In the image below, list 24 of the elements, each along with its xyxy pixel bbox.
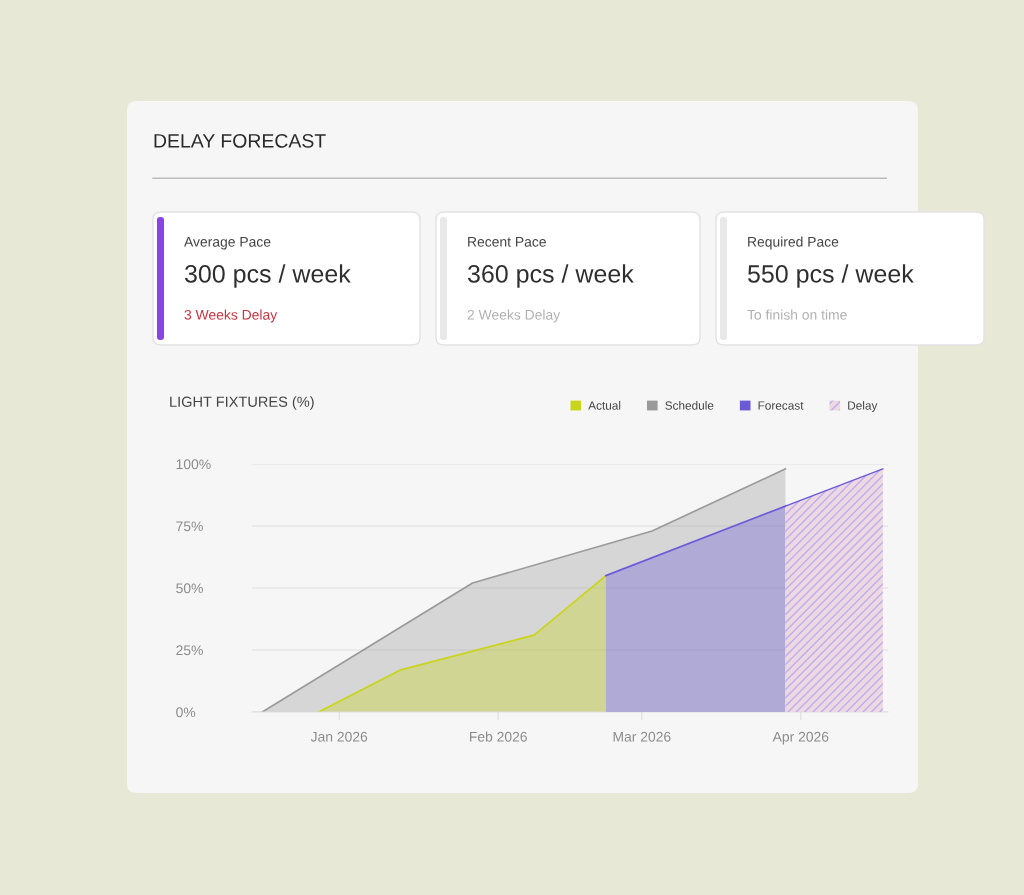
x-tick-label: Feb 2026 [469, 731, 527, 742]
text: To finish on time [747, 309, 847, 320]
text: Recent Pace [468, 237, 546, 247]
legend-label: Actual [588, 401, 621, 410]
text: 2 Weeks Delay [467, 309, 561, 323]
x-tick-label: Jan 2026 [310, 731, 368, 742]
y-tick-label: 75% [176, 521, 203, 532]
text: DELAY FORECAST [154, 133, 326, 148]
legend-label: Delay [848, 401, 878, 413]
x-tick-label: Mar 2026 [613, 731, 671, 742]
y-tick-label: 100% [176, 459, 211, 470]
text: Required Pace [748, 236, 839, 250]
legend-label: Forecast [758, 401, 804, 410]
text: 360 pcs / week [467, 264, 634, 288]
y-tick-label: 0% [176, 707, 196, 718]
text: 550 pcs / week [748, 264, 914, 288]
y-tick-label: 25% [176, 645, 203, 656]
chart-title: LIGHT FIXTURES (%) [170, 396, 314, 410]
y-tick-label: 50% [176, 583, 203, 594]
text: 3 Weeks Delay [184, 309, 278, 323]
text: Average Pace [184, 237, 271, 250]
text: 300 pcs / week [184, 264, 351, 288]
legend-label: Schedule [665, 401, 714, 410]
x-tick-label: Apr 2026 [772, 731, 829, 745]
